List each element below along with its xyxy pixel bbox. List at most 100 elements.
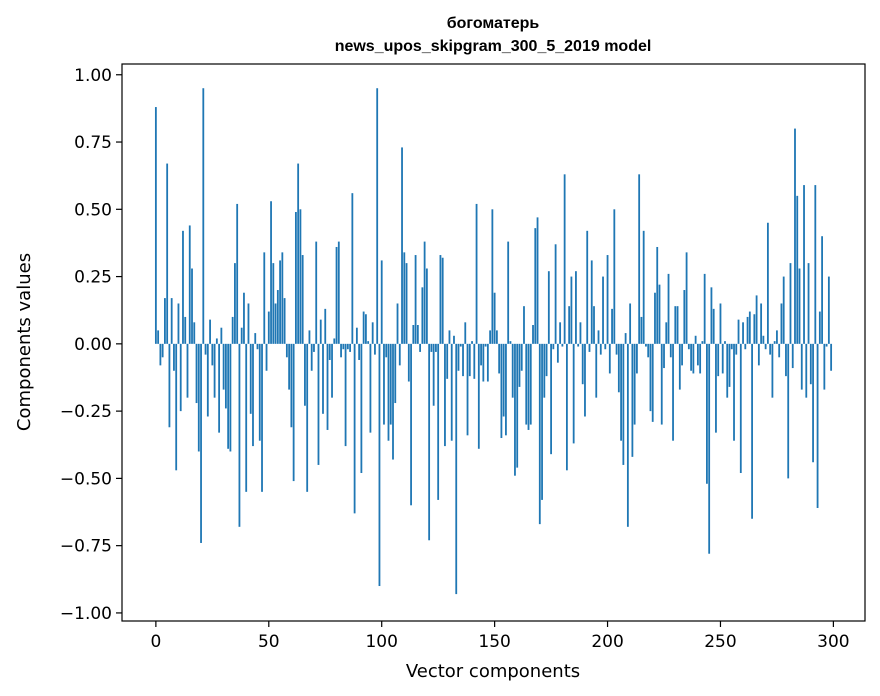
- bar: [611, 308, 613, 344]
- bar: [791, 343, 794, 369]
- bar: [401, 147, 403, 344]
- y-axis-ticks: 1.00 0.75 0.50 0.25 0.00 −0.25 −0.50 −0.75 −1.00: [60, 66, 122, 624]
- bar: [473, 343, 476, 379]
- bar: [807, 263, 810, 344]
- bar: [211, 343, 214, 366]
- bar: [728, 343, 731, 387]
- bar: [416, 325, 419, 344]
- bar: [168, 343, 171, 428]
- bar: [766, 222, 769, 344]
- bar: [762, 335, 765, 344]
- y-tick-label: 1.00: [74, 66, 112, 86]
- bar: [374, 343, 376, 355]
- bar: [396, 303, 399, 344]
- bar: [161, 343, 164, 358]
- bar: [654, 292, 656, 344]
- bar: [349, 343, 351, 352]
- bar: [177, 303, 180, 344]
- bar: [678, 343, 681, 390]
- chart-title-line-1: богоматерь: [447, 15, 540, 32]
- bar: [313, 343, 315, 352]
- bar: [238, 343, 241, 527]
- bar: [164, 298, 166, 344]
- bar: [782, 276, 785, 344]
- bar: [620, 343, 623, 441]
- bar: [441, 257, 444, 344]
- bar: [572, 343, 575, 444]
- bar: [658, 284, 661, 344]
- bar: [364, 314, 367, 344]
- bar: [319, 319, 322, 344]
- bar: [344, 343, 347, 447]
- bar: [182, 230, 184, 344]
- bar: [638, 174, 641, 344]
- bar: [206, 343, 209, 417]
- bar: [830, 343, 833, 371]
- bar: [360, 343, 363, 474]
- bar: [398, 343, 401, 366]
- y-tick-label: −1.00: [60, 604, 112, 624]
- bar: [482, 343, 485, 382]
- x-tick-label: 0: [150, 632, 161, 652]
- bar: [532, 325, 534, 344]
- bar: [586, 230, 589, 344]
- bar: [358, 343, 361, 360]
- bar: [683, 290, 686, 344]
- bar: [170, 298, 173, 344]
- bar: [516, 343, 519, 468]
- bar: [326, 343, 329, 430]
- bar: [710, 287, 713, 344]
- bar: [236, 203, 239, 344]
- bar: [466, 343, 469, 436]
- bar: [823, 343, 826, 390]
- bar: [545, 343, 548, 377]
- bar: [771, 343, 774, 398]
- bar: [565, 343, 568, 471]
- bar: [256, 343, 259, 350]
- bar: [733, 343, 735, 441]
- bar: [274, 303, 277, 344]
- bar: [748, 311, 751, 344]
- bar: [590, 260, 593, 344]
- bar: [577, 343, 580, 347]
- bar: [694, 335, 697, 344]
- bar: [471, 341, 473, 344]
- bar: [450, 343, 453, 441]
- bar: [561, 343, 564, 347]
- bar: [753, 314, 756, 344]
- bar: [755, 295, 758, 344]
- bar: [575, 271, 577, 344]
- bar: [699, 343, 702, 374]
- bar: [462, 343, 464, 377]
- bar: [448, 330, 451, 344]
- bar: [715, 343, 717, 433]
- bar: [173, 343, 175, 371]
- bar: [744, 343, 747, 350]
- bar: [502, 343, 505, 417]
- bar: [179, 343, 182, 412]
- bar: [249, 343, 252, 414]
- bar: [213, 343, 216, 398]
- bar: [258, 343, 261, 441]
- bar: [342, 343, 345, 350]
- bar: [489, 330, 492, 344]
- bar: [798, 268, 801, 344]
- bars-group: [154, 88, 833, 595]
- bar: [760, 303, 763, 344]
- x-tick-label: 300: [817, 632, 849, 652]
- bar: [475, 203, 478, 344]
- bar: [371, 322, 374, 344]
- bar: [825, 343, 828, 347]
- bar: [529, 343, 532, 425]
- bar: [385, 343, 388, 358]
- bar: [439, 255, 442, 344]
- bar: [464, 322, 467, 344]
- x-tick-label: 250: [704, 632, 736, 652]
- y-tick-label: 0.50: [74, 200, 112, 220]
- bar: [324, 308, 327, 344]
- bar: [717, 343, 720, 377]
- bar: [193, 322, 196, 344]
- bar: [789, 263, 792, 344]
- y-axis-label: Components values: [14, 253, 35, 431]
- bar: [392, 343, 394, 460]
